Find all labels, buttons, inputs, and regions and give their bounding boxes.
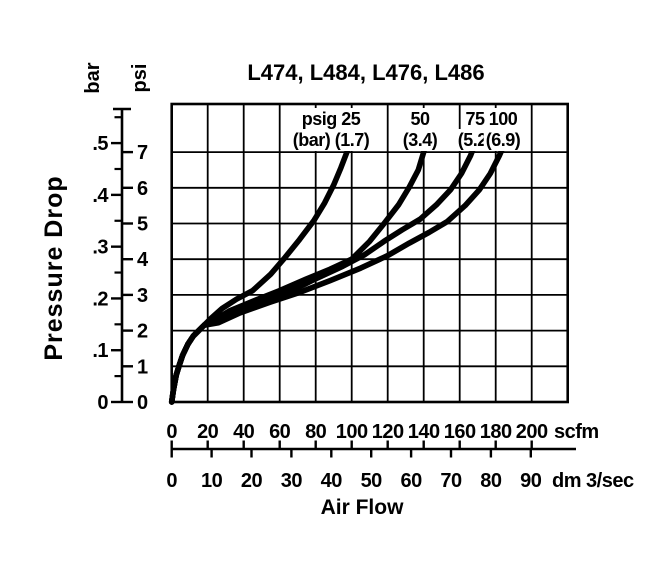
psi-tick-label: 2 (137, 321, 148, 343)
scfm-tick-label: 20 (197, 421, 219, 443)
dm-tick-label: 80 (480, 470, 502, 492)
curve-label-line1: 100 (489, 109, 518, 129)
pressure-curve (168, 138, 509, 405)
dm-tick-label: 70 (440, 470, 462, 492)
plot-border (170, 102, 569, 404)
dm-tick-label: 50 (361, 470, 383, 492)
bar-tick-label: .2 (92, 288, 108, 310)
scfm-tick-label: 60 (269, 421, 291, 443)
curve-label-mask (486, 108, 520, 130)
scfm-tick-label: 0 (166, 421, 177, 443)
scfm-tick-label: 100 (336, 421, 368, 443)
curve-label-line2: (6.9) (486, 130, 521, 150)
bar-tick-label: .4 (92, 185, 109, 207)
chart-title: L474, L484, L476, L486 (247, 60, 485, 85)
bar-tick-label: .3 (92, 237, 108, 259)
psi-tick-label: 6 (137, 178, 148, 200)
curve-label-line2: (3.4) (403, 130, 438, 150)
psi-tick-label: 3 (137, 285, 148, 307)
scfm-tick-label: 40 (233, 421, 255, 443)
curve-label-line2: (bar) (1.7) (293, 130, 370, 150)
curve-label-line1: 50 (410, 109, 430, 129)
curve-label-line1: 75 (465, 109, 485, 129)
dm-tick-label: 10 (201, 470, 223, 492)
curve-label-mask (299, 108, 363, 130)
psi-tick-label: 0 (137, 392, 148, 414)
scfm-tick-label: 160 (444, 421, 476, 443)
scfm-tick-label: 80 (305, 421, 327, 443)
scfm-tick-label: 140 (408, 421, 440, 443)
curve-label-line1: psig 25 (302, 109, 361, 129)
curve-label-mask (408, 108, 432, 130)
curve-label-mask (290, 129, 372, 151)
psi-tick-label: 7 (137, 142, 148, 164)
dm-tick-label: 20 (241, 470, 263, 492)
psi-tick-label: 1 (137, 356, 148, 378)
pressure-curve (168, 135, 430, 405)
dm-unit-label: dm 3/sec (552, 470, 634, 492)
scfm-unit-label: scfm (554, 421, 599, 443)
pressure-curve (168, 127, 483, 405)
x-axis-title: Air Flow (320, 496, 404, 519)
psi-tick-label: 4 (137, 249, 149, 271)
curve-label-mask (400, 129, 440, 151)
bar-tick-label: .1 (92, 340, 108, 362)
dm-tick-label: 30 (281, 470, 303, 492)
dm-tick-label: 0 (166, 470, 177, 492)
curve-label-mask (463, 108, 487, 130)
bar-tick-label: 0 (97, 392, 108, 414)
pressure-curve (168, 127, 356, 405)
dm-tick-label: 90 (520, 470, 542, 492)
dm-tick-label: 40 (321, 470, 343, 492)
scfm-tick-label: 200 (516, 421, 548, 443)
scfm-tick-label: 120 (372, 421, 404, 443)
dm-tick-label: 60 (400, 470, 422, 492)
bar-tick-label: .5 (92, 133, 108, 155)
psi-tick-label: 5 (137, 214, 148, 236)
curve-label-mask (483, 129, 523, 151)
scfm-tick-label: 180 (480, 421, 512, 443)
